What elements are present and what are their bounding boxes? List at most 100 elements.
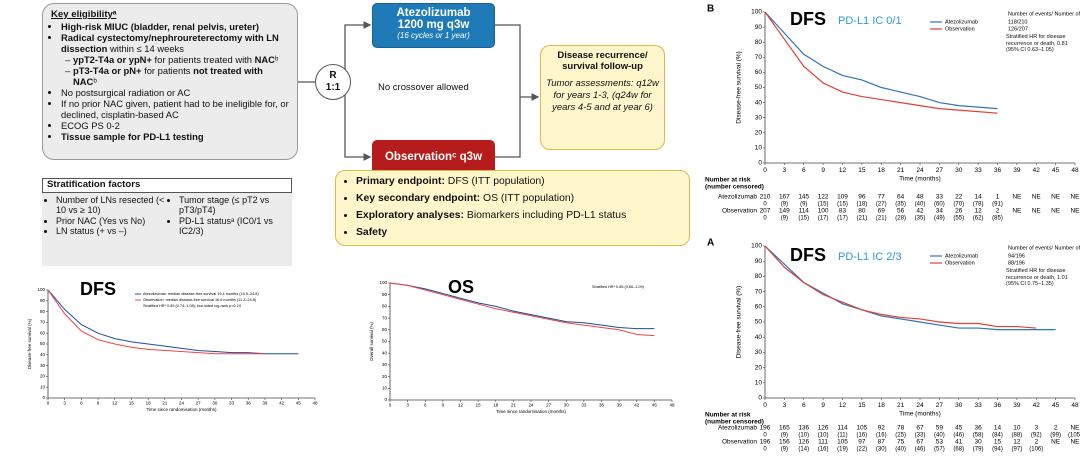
arm-dose: 1200 mg q3w (397, 19, 470, 31)
y-tick-label: 20 (755, 130, 763, 137)
legend-text: Stratified HR* 0.89 (0.74–1.08); two-sid… (143, 304, 241, 308)
stratification-title: Stratification factors (42, 178, 292, 193)
x-tick-label: 36 (599, 403, 605, 408)
y-tick-label: 70 (755, 288, 763, 295)
risk-censored: (11) (837, 433, 847, 439)
x-tick-label: 12 (839, 402, 847, 409)
x-tick-label: 39 (1013, 167, 1021, 174)
risk-censored: (25) (895, 433, 906, 439)
risk-count: 14 (994, 425, 1002, 432)
x-tick-label: 42 (1033, 402, 1041, 409)
risk-count: 67 (916, 425, 924, 432)
y-tick-label: 30 (40, 363, 46, 368)
survival-curve (47, 289, 265, 355)
text-part: not treated with NAC (73, 65, 263, 87)
risk-count: NE (1070, 425, 1080, 432)
risk-censored: 0 (763, 216, 767, 222)
y-tick-label: 40 (755, 334, 763, 341)
eligibility-title: Key eligibilityᵃ (51, 9, 117, 20)
survival-curve (389, 282, 655, 330)
x-tick-label: 39 (1013, 402, 1021, 409)
chart-title: DFS (790, 9, 826, 29)
legend-name: Observation (945, 260, 975, 266)
x-tick-label: 18 (878, 402, 886, 409)
risk-count: NE (1070, 194, 1080, 201)
risk-title: (number censored) (705, 419, 764, 426)
y-tick-label: 80 (755, 39, 763, 46)
y-tick-label: 50 (382, 339, 388, 344)
risk-count: 165 (779, 425, 790, 432)
risk-count: NE (1032, 208, 1042, 215)
text-part: DFS (ITT population) (444, 176, 545, 187)
risk-count: 41 (955, 439, 963, 446)
y-tick-label: 70 (755, 54, 763, 61)
risk-censored: 0 (763, 447, 767, 453)
y-tick-label: 60 (382, 327, 388, 332)
x-tick-label: 0 (47, 401, 50, 406)
randomization: R 1:1 (315, 64, 351, 100)
eligibility-item: No postsurgical radiation or AC (61, 87, 289, 98)
y-tick-label: 60 (755, 304, 763, 311)
risk-censored: (15) (837, 202, 848, 208)
y-tick-label: 40 (755, 99, 763, 106)
survival-curve (764, 11, 998, 114)
risk-censored: (17) (818, 216, 829, 222)
risk-count: 196 (760, 425, 771, 432)
y-tick-label: 90 (755, 258, 763, 265)
endpoint-item: Exploratory analyses: Biomarkers includi… (356, 207, 685, 224)
survival-curve (389, 282, 655, 337)
x-tick-label: 15 (129, 401, 135, 406)
y-tick-label: 50 (755, 319, 763, 326)
text-part: within ≤ 14 weeks (107, 43, 184, 54)
risk-censored: (22) (857, 447, 868, 453)
x-tick-label: 18 (493, 403, 499, 408)
x-tick-label: 9 (821, 167, 825, 174)
risk-count: 26 (955, 208, 963, 215)
panel-letter: A (707, 238, 714, 249)
risk-count: 80 (858, 208, 866, 215)
risk-row-name: Observation (722, 439, 757, 446)
risk-count: NE (1012, 194, 1022, 201)
risk-censored: 0 (763, 202, 767, 208)
x-tick-label: 3 (406, 403, 409, 408)
x-tick-label: 18 (878, 167, 886, 174)
risk-count: 14 (975, 194, 983, 201)
x-tick-label: 12 (839, 167, 847, 174)
risk-censored: (15) (818, 202, 829, 208)
survival-curve (47, 289, 299, 355)
risk-count: 42 (916, 208, 924, 215)
risk-censored: (21) (857, 216, 868, 222)
risk-censored: (33) (915, 433, 926, 439)
x-tick-label: 27 (196, 401, 202, 406)
risk-censored: (9) (781, 447, 788, 453)
y-tick-label: 80 (755, 273, 763, 280)
legend-name: Atezolizumab (945, 253, 978, 259)
risk-count: 67 (916, 439, 924, 446)
x-tick-label: 33 (229, 401, 235, 406)
risk-censored: (9) (781, 433, 788, 439)
legend-note: Stratified HR for disease recurrence or … (1006, 34, 1068, 53)
strat-item: Prior NAC (Yes vs No) (56, 216, 165, 227)
text-part: No postsurgical radiation or AC (61, 87, 191, 98)
legend-text: Stratified HR* 0.85 (0.66–1.09) (592, 285, 645, 289)
risk-censored: (91) (992, 202, 1003, 208)
x-tick-label: 21 (162, 401, 168, 406)
x-axis-label: Time since randomisation (months) (496, 409, 567, 414)
risk-count: 2 (1054, 425, 1058, 432)
risk-count: 75 (897, 439, 905, 446)
y-tick-label: 10 (755, 145, 763, 152)
legend-value: 126/207 (1008, 26, 1028, 32)
stratification-box: Stratification factors Number of LNs rese… (42, 178, 292, 266)
legend-text: Observation: median disease-free surviva… (143, 298, 257, 302)
eligibility-item: Radical cystectomy/nephroureterectomy wi… (61, 32, 289, 54)
eligibility-item: Tissue sample for PD-L1 testing (61, 131, 289, 142)
risk-count: 122 (818, 194, 829, 201)
risk-count: 207 (760, 208, 771, 215)
y-tick-label: 100 (751, 9, 762, 16)
x-tick-label: 3 (783, 402, 787, 409)
eligibility-list: High-risk MIUC (bladder, renal pelvis, u… (51, 21, 289, 142)
risk-count: 1 (996, 194, 1000, 201)
risk-censored: (40) (895, 447, 906, 453)
strat-item: Tumor stage (≤ pT2 vs pT3/pT4) (179, 195, 288, 216)
risk-count: 145 (798, 194, 809, 201)
